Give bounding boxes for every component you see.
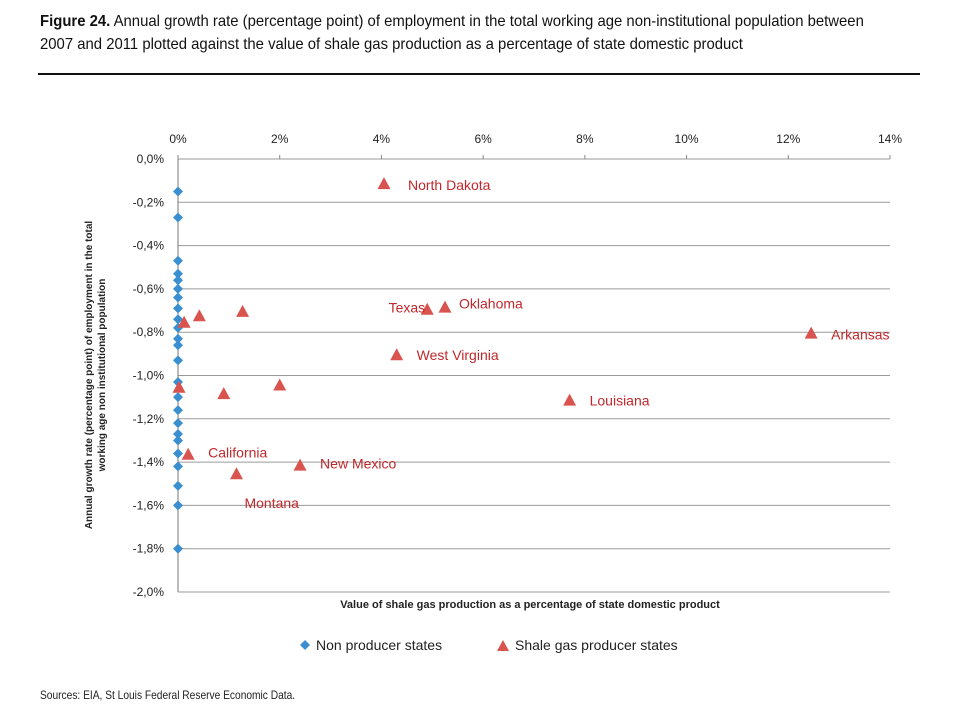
point-label: Montana bbox=[244, 495, 299, 511]
y-tick-label: -0,6% bbox=[133, 282, 165, 296]
y-axis-title-line: Annual growth rate (percentage point) of… bbox=[84, 221, 95, 530]
x-tick-label: 14% bbox=[878, 132, 902, 146]
point-label: West Virginia bbox=[417, 347, 499, 363]
point-label: Texas bbox=[389, 300, 426, 316]
y-axis-title: Annual growth rate (percentage point) of… bbox=[84, 221, 108, 530]
producer-point bbox=[177, 315, 191, 328]
legend-item-non-producer: Non producer states bbox=[300, 637, 442, 653]
non-producer-point bbox=[173, 461, 183, 472]
producer-point bbox=[420, 302, 434, 315]
x-tick-label: 0% bbox=[169, 132, 187, 146]
figure-title: Figure 24. Annual growth rate (percentag… bbox=[40, 10, 877, 56]
y-tick-label: -1,4% bbox=[133, 455, 165, 469]
non-producer-point bbox=[173, 405, 183, 416]
point-label: Oklahoma bbox=[459, 295, 523, 311]
non-producer-point bbox=[173, 303, 183, 314]
y-tick-label: -0,8% bbox=[133, 325, 165, 339]
producer-point bbox=[172, 380, 186, 393]
y-tick-label: -0,2% bbox=[133, 195, 165, 209]
non-producer-point bbox=[173, 275, 183, 286]
point-label: California bbox=[208, 445, 267, 461]
non-producer-point bbox=[173, 543, 183, 554]
diamond-marker-icon bbox=[300, 640, 310, 650]
legend-label-non-producer: Non producer states bbox=[316, 637, 443, 653]
legend-label-producer: Shale gas producer states bbox=[515, 637, 678, 653]
producer-point bbox=[438, 300, 452, 313]
triangle-marker-icon bbox=[497, 639, 509, 651]
scatter-chart: 0,0% -0,2% -0,4% -0,6% -0,8% -1,0% -1,2% -1,4% -… bbox=[84, 132, 902, 611]
y-tick-label: 0,0% bbox=[137, 152, 165, 166]
non-producer-point bbox=[173, 500, 183, 511]
producer-point bbox=[563, 393, 577, 406]
producer-point bbox=[192, 309, 206, 322]
x-tick-label: 6% bbox=[474, 132, 492, 146]
figure-label: Figure 24. bbox=[40, 13, 111, 30]
non-producer-point bbox=[173, 340, 183, 351]
x-tick-label: 12% bbox=[776, 132, 800, 146]
x-tick-label: 4% bbox=[373, 132, 391, 146]
non-producer-point bbox=[173, 186, 183, 197]
non-producer-point bbox=[173, 255, 183, 266]
y-tick-label: -1,8% bbox=[133, 542, 165, 556]
chart-legend: Non producer states Shale gas producer s… bbox=[0, 637, 980, 659]
producer-point bbox=[377, 177, 391, 190]
point-label: Arkansas bbox=[831, 326, 889, 342]
non-producer-point bbox=[173, 480, 183, 491]
x-tick-label: 2% bbox=[271, 132, 289, 146]
y-tick-label: -1,2% bbox=[133, 412, 165, 426]
x-axis-title: Value of shale gas production as a perce… bbox=[340, 599, 720, 611]
non-producer-point bbox=[173, 418, 183, 429]
figure-title-text: Annual growth rate (percentage point) of… bbox=[40, 13, 864, 53]
producer-point bbox=[217, 387, 231, 400]
legend-item-producer: Shale gas producer states bbox=[497, 637, 678, 653]
non-producer-point bbox=[173, 283, 183, 294]
producer-point bbox=[804, 326, 818, 339]
producer-point bbox=[273, 378, 287, 391]
non-producer-point bbox=[173, 355, 183, 366]
non-producer-point bbox=[173, 428, 183, 439]
non-producer-point bbox=[173, 333, 183, 344]
point-label: North Dakota bbox=[408, 177, 491, 193]
non-producer-point bbox=[173, 268, 183, 279]
y-axis-title-line: working age non institutional population bbox=[97, 279, 108, 473]
x-tick-label: 8% bbox=[576, 132, 594, 146]
point-label: New Mexico bbox=[320, 455, 396, 471]
producer-point bbox=[293, 458, 307, 471]
non-producer-point bbox=[173, 314, 183, 325]
producer-point bbox=[236, 304, 250, 317]
x-tick-label: 10% bbox=[675, 132, 699, 146]
y-tick-label: -1,6% bbox=[133, 498, 165, 512]
non-producer-point bbox=[173, 212, 183, 223]
producer-point bbox=[229, 467, 243, 480]
point-label: Louisiana bbox=[590, 392, 650, 408]
non-producer-point bbox=[173, 292, 183, 303]
non-producer-point bbox=[173, 392, 183, 403]
title-rule bbox=[38, 73, 920, 75]
producer-point bbox=[181, 447, 195, 460]
non-producer-point bbox=[173, 448, 183, 459]
y-tick-label: -0,4% bbox=[133, 239, 165, 253]
non-producer-point bbox=[173, 435, 183, 446]
y-tick-label: -2,0% bbox=[133, 585, 165, 599]
sources-note: Sources: EIA, St Louis Federal Reserve E… bbox=[40, 688, 296, 702]
y-tick-label: -1,0% bbox=[133, 369, 165, 383]
producer-point bbox=[390, 348, 404, 361]
